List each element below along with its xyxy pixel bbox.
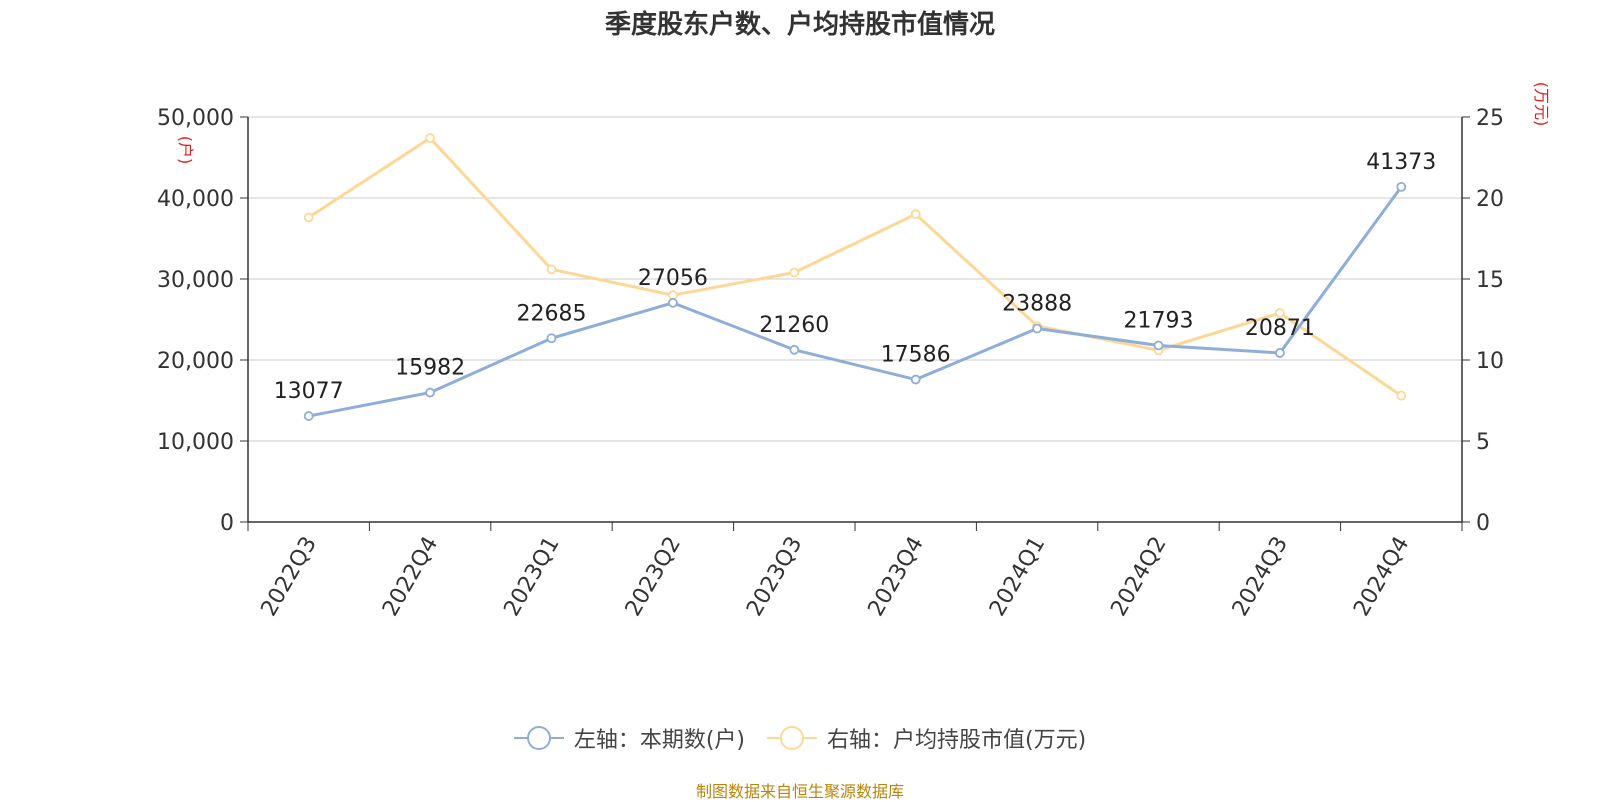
left-tick-label-1: 10,000 — [157, 430, 234, 455]
data-label-5: 17586 — [881, 343, 951, 368]
series-1-point-1 — [425, 133, 436, 143]
series-0-point-0 — [303, 411, 314, 421]
source-footer: 制图数据来自恒生聚源数据库 — [695, 782, 904, 801]
left-tick-label-2: 20,000 — [157, 349, 234, 374]
series-line-0 — [308, 185, 1403, 418]
left-axis-unit-label: (户) — [176, 136, 195, 165]
axes: 010,00020,00030,00040,00050,000051015202… — [157, 82, 1551, 621]
right-tick-label-0: 0 — [1476, 511, 1490, 536]
x-tick-label-2023Q4: 2023Q4 — [864, 533, 929, 621]
series-1-point-5 — [910, 209, 921, 220]
x-tick-label-2024Q3: 2024Q3 — [1228, 533, 1293, 621]
series-1-point-8 — [1275, 308, 1285, 318]
series-0-point-2 — [546, 333, 557, 344]
legend-swatch-holders — [513, 725, 564, 751]
right-tick-label-4: 20 — [1476, 187, 1504, 212]
series-0-point-6 — [1032, 323, 1042, 334]
legend-item-avg-value[interactable]: 右轴：户均持股市值(万元) — [767, 722, 1086, 754]
data-label-2: 22685 — [517, 301, 587, 326]
series-0-point-3 — [668, 297, 678, 308]
series-1-point-9 — [1396, 390, 1407, 401]
series-0-point-8 — [1275, 348, 1285, 358]
x-tick-label-2023Q2: 2023Q2 — [621, 533, 686, 621]
left-tick-label-3: 30,000 — [157, 268, 234, 293]
data-label-8: 20871 — [1245, 316, 1315, 341]
right-tick-label-5: 25 — [1476, 106, 1504, 131]
left-tick-label-5: 50,000 — [157, 106, 234, 131]
series-0-point-1 — [425, 387, 436, 398]
x-tick-label-2023Q1: 2023Q1 — [499, 533, 564, 621]
left-tick-label-4: 40,000 — [157, 187, 234, 212]
x-tick-label-2024Q1: 2024Q1 — [985, 533, 1050, 621]
x-tick-label-2023Q3: 2023Q3 — [742, 533, 807, 621]
series-1-point-2 — [546, 264, 557, 275]
right-axis-unit-label: (万元) — [1532, 82, 1551, 127]
series-0-point-4 — [789, 344, 800, 355]
gridlines — [248, 116, 1462, 442]
x-tick-label-2024Q4: 2024Q4 — [1349, 533, 1414, 621]
legend-item-holders[interactable]: 左轴：本期数(户) — [513, 722, 745, 754]
left-tick-label-0: 0 — [220, 511, 234, 536]
series-1-point-0 — [303, 212, 314, 223]
legend-swatch-avg-value — [767, 725, 817, 751]
data-label-9: 41373 — [1366, 150, 1436, 175]
right-tick-label-1: 5 — [1476, 430, 1490, 455]
series-0-point-9 — [1396, 181, 1407, 192]
x-tick-label-2024Q2: 2024Q2 — [1106, 533, 1171, 621]
right-tick-label-2: 10 — [1476, 349, 1504, 374]
legend: 左轴：本期数(户) 右轴：户均持股市值(万元) — [0, 722, 1600, 754]
right-tick-label-3: 15 — [1476, 268, 1504, 293]
data-label-6: 23888 — [1002, 292, 1072, 317]
chart-title: 季度股东户数、户均持股市值情况 — [604, 10, 995, 40]
series-0-point-7 — [1153, 340, 1164, 351]
x-tick-label-2022Q4: 2022Q4 — [378, 533, 443, 621]
legend-label-avg-value: 右轴：户均持股市值(万元) — [827, 728, 1087, 753]
data-label-0: 13077 — [274, 379, 344, 404]
data-label-7: 21793 — [1124, 308, 1194, 333]
series — [303, 133, 1407, 421]
x-tick-label-2022Q3: 2022Q3 — [257, 533, 322, 621]
data-label-3: 27056 — [638, 266, 708, 291]
series-1-point-4 — [789, 267, 800, 278]
series-0-point-5 — [910, 374, 921, 385]
data-label-4: 21260 — [759, 313, 829, 338]
data-label-1: 15982 — [395, 356, 465, 381]
data-labels: 13077 15982 22685 27056 21260 17586 23888 21793… — [274, 150, 1437, 404]
series-line-1 — [307, 136, 1403, 397]
legend-label-holders: 左轴：本期数(户) — [573, 728, 745, 753]
